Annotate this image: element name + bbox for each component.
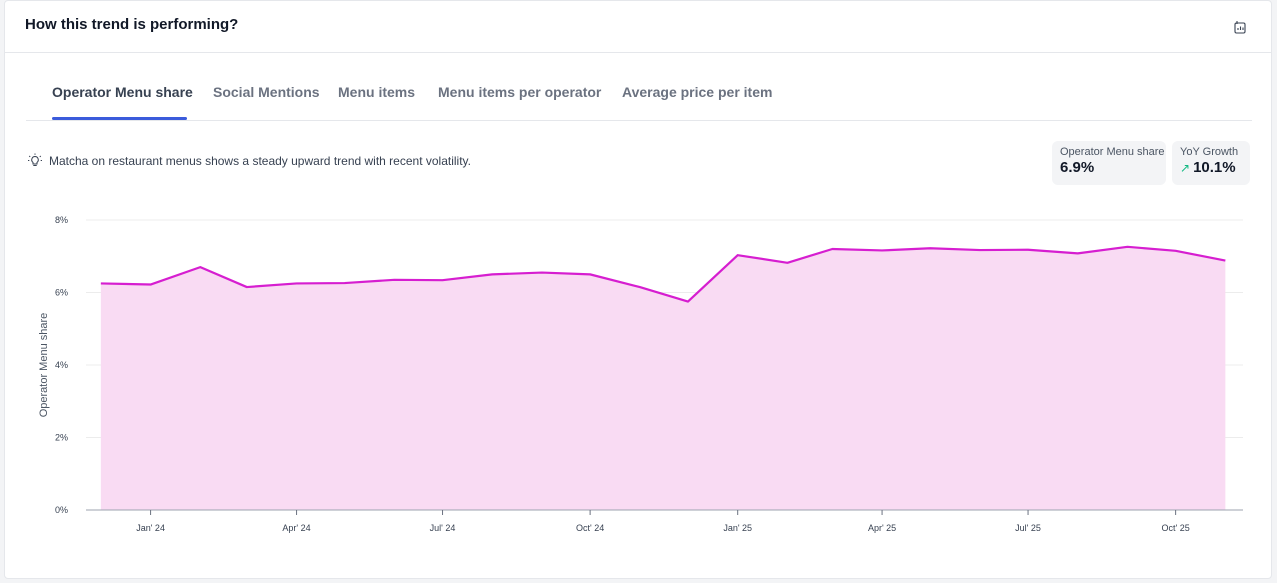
stat-share-label: Operator Menu share xyxy=(1060,146,1165,158)
tab-menu-items[interactable]: Menu items xyxy=(338,84,416,100)
y-axis-title: Operator Menu share xyxy=(38,313,50,418)
x-tick-label: Jul' 25 xyxy=(1015,523,1041,533)
stat-yoy-growth: YoY Growth ↗ 10.1% xyxy=(1172,141,1250,185)
metric-tabs: Operator Menu share Social Mentions Menu… xyxy=(26,63,1252,121)
stat-operator-menu-share: Operator Menu share 6.9% xyxy=(1052,141,1166,185)
y-tick-label: 4% xyxy=(55,360,68,370)
export-chart-icon[interactable] xyxy=(1233,20,1247,34)
x-tick-label: Apr' 25 xyxy=(868,523,896,533)
y-tick-label: 0% xyxy=(55,505,68,515)
series-area xyxy=(100,246,1226,510)
x-tick-label: Oct' 25 xyxy=(1162,523,1190,533)
x-tick-label: Jan' 25 xyxy=(723,523,752,533)
lightbulb-icon xyxy=(28,153,42,166)
y-tick-label: 8% xyxy=(55,215,68,225)
x-tick-label: Apr' 24 xyxy=(282,523,310,533)
insight-text: Matcha on restaurant menus shows a stead… xyxy=(49,154,471,168)
active-tab-indicator xyxy=(52,117,187,120)
x-tick-label: Jan' 24 xyxy=(136,523,165,533)
insight: Matcha on restaurant menus shows a stead… xyxy=(27,153,471,169)
trend-up-icon: ↗ xyxy=(1180,161,1191,175)
stat-growth-value: 10.1% xyxy=(1193,159,1236,176)
card-header: How this trend is performing? xyxy=(5,1,1271,53)
y-tick-label: 2% xyxy=(55,433,68,443)
x-tick-label: Oct' 24 xyxy=(576,523,604,533)
tab-menu-items-per-operator[interactable]: Menu items per operator xyxy=(438,84,602,100)
y-tick-label: 6% xyxy=(55,288,68,298)
trend-performance-card: How this trend is performing? Operator M… xyxy=(4,0,1272,579)
series-line xyxy=(100,245,1226,303)
stat-share-value: 6.9% xyxy=(1060,159,1095,176)
stat-growth-label: YoY Growth xyxy=(1180,146,1239,158)
tab-average-price-per-item[interactable]: Average price per item xyxy=(622,84,773,100)
card-title: How this trend is performing? xyxy=(25,16,239,33)
operator-menu-share-chart: 0% 2% 4% 6% 8% Operator Menu share Jan' 24 Apr'… xyxy=(38,215,1243,533)
tab-social-mentions[interactable]: Social Mentions xyxy=(213,84,320,100)
tab-operator-menu-share[interactable]: Operator Menu share xyxy=(52,84,193,100)
x-tick-label: Jul' 24 xyxy=(430,523,456,533)
stat-growth-row: ↗ 10.1% xyxy=(1180,159,1242,176)
